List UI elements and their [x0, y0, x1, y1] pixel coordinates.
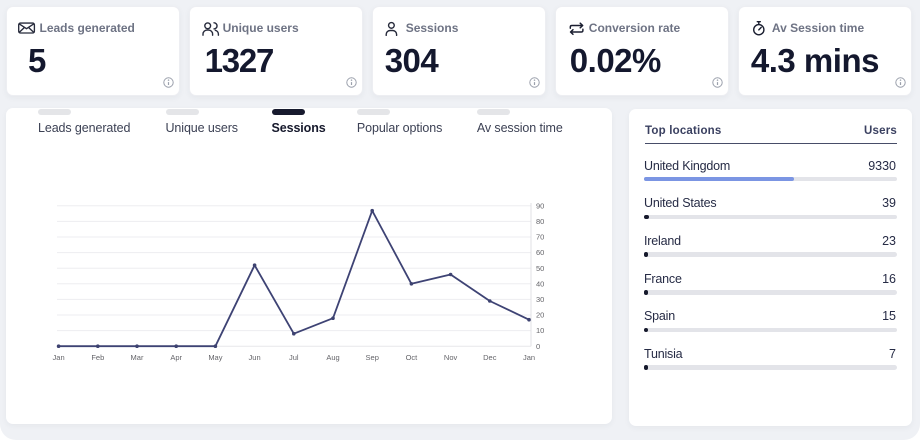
svg-text:Jan: Jan	[52, 353, 64, 362]
svg-text:May: May	[208, 353, 222, 362]
svg-text:60: 60	[536, 248, 544, 257]
svg-text:90: 90	[536, 201, 544, 210]
svg-text:20: 20	[536, 311, 544, 320]
svg-text:40: 40	[536, 279, 544, 288]
svg-text:70: 70	[536, 233, 544, 242]
svg-text:Mar: Mar	[130, 353, 143, 362]
svg-text:Dec: Dec	[483, 353, 497, 362]
svg-text:Jan: Jan	[522, 353, 534, 362]
svg-text:Feb: Feb	[91, 353, 104, 362]
svg-text:Nov: Nov	[443, 353, 457, 362]
svg-text:Apr: Apr	[170, 353, 182, 362]
svg-text:Jun: Jun	[248, 353, 260, 362]
svg-text:30: 30	[536, 295, 544, 304]
svg-text:Aug: Aug	[326, 353, 339, 362]
svg-text:Jul: Jul	[289, 353, 299, 362]
svg-text:10: 10	[536, 326, 544, 335]
svg-text:80: 80	[536, 217, 544, 226]
svg-text:Oct: Oct	[405, 353, 418, 362]
svg-text:50: 50	[536, 264, 544, 273]
svg-text:0: 0	[536, 342, 540, 351]
svg-text:Sep: Sep	[365, 353, 378, 362]
